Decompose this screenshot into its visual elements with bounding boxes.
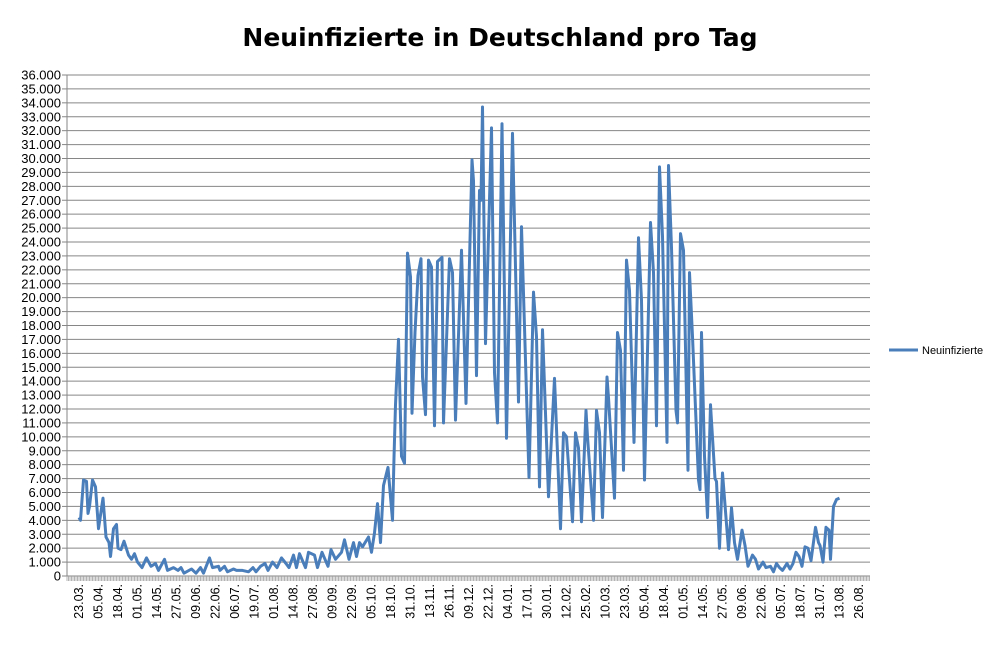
y-tick-label: 32.000 — [21, 123, 61, 138]
y-tick-label: 8.000 — [28, 457, 61, 472]
y-tick-label: 3.000 — [28, 527, 61, 542]
x-tick-label: 27.05. — [170, 584, 184, 619]
x-tick-label: 14.05. — [696, 584, 710, 619]
y-tick-label: 34.000 — [21, 95, 61, 110]
x-tick-label: 09.06. — [189, 584, 203, 619]
y-tick-label: 11.000 — [22, 415, 61, 430]
y-tick-label: 28.000 — [21, 179, 61, 194]
x-tick-label: 10.03. — [599, 584, 613, 619]
legend-label-neuinfizierte: Neuinfizierte — [922, 345, 983, 357]
x-tick-label: 18.04. — [657, 584, 671, 619]
y-tick-label: 33.000 — [21, 109, 61, 124]
x-tick-label: 05.07. — [774, 584, 788, 619]
y-tick-label: 16.000 — [21, 346, 61, 361]
y-tick-label: 10.000 — [21, 429, 61, 444]
y-tick-label: 23.000 — [21, 248, 61, 263]
y-tick-label: 0 — [54, 569, 61, 584]
x-tick-label: 22.12. — [482, 584, 496, 619]
x-axis: 23.03. 05.04. 18.04. 01.05. 14.05. 27.05. 09.0… — [66, 575, 870, 619]
x-tick-label: 31.10. — [404, 584, 418, 619]
y-tick-label: 9.000 — [28, 443, 61, 458]
y-tick-label: 27.000 — [21, 193, 61, 208]
x-tick-label: 12.02. — [560, 584, 574, 619]
x-tick-label: 17.01. — [521, 584, 535, 619]
y-tick-label: 31.000 — [21, 137, 61, 152]
x-tick-label: 01.05. — [677, 584, 691, 619]
x-tick-label: 30.01. — [540, 584, 554, 619]
y-axis: 01.0002.0003.0004.0005.0006.0007.0008.00… — [21, 68, 68, 584]
x-tick-label: 26.11. — [443, 584, 457, 618]
y-tick-label: 5.000 — [28, 499, 61, 514]
x-tick-label: 22.06. — [755, 584, 769, 619]
x-tick-label: 31.07. — [813, 584, 827, 619]
y-tick-label: 17.000 — [21, 332, 61, 347]
x-tick-label: 14.08. — [287, 584, 301, 619]
x-tick-label: 04.01. — [501, 584, 515, 619]
y-tick-label: 30.000 — [21, 151, 61, 166]
series-line-neuinfizierte — [77, 105, 841, 575]
y-tick-label: 29.000 — [21, 165, 61, 180]
x-tick-label: 06.07. — [228, 584, 242, 619]
x-tick-label: 18.10. — [384, 584, 398, 619]
y-tick-label: 25.000 — [21, 221, 61, 236]
x-tick-label: 25.02. — [579, 584, 593, 619]
x-tick-label: 01.08. — [267, 584, 281, 619]
x-tick-label: 27.05. — [716, 584, 730, 619]
x-tick-label: 01.05. — [131, 584, 145, 619]
y-tick-label: 35.000 — [21, 81, 61, 96]
x-tick-label: 09.12. — [462, 584, 476, 619]
y-tick-label: 2.000 — [28, 541, 61, 556]
y-tick-label: 4.000 — [28, 513, 61, 528]
y-tick-label: 36.000 — [21, 68, 61, 83]
x-tick-label: 19.07. — [248, 584, 262, 619]
y-tick-label: 14.000 — [21, 374, 61, 389]
x-tick-label: 09.06. — [735, 584, 749, 619]
y-tick-label: 24.000 — [21, 235, 61, 250]
y-tick-label: 13.000 — [21, 388, 61, 403]
y-tick-label: 26.000 — [21, 207, 61, 222]
y-tick-label: 6.000 — [28, 485, 61, 500]
y-tick-label: 20.000 — [21, 290, 61, 305]
y-tick-label: 15.000 — [21, 360, 61, 375]
x-tick-label: 18.07. — [794, 584, 808, 619]
x-tick-label: 27.08. — [306, 584, 320, 619]
y-tick-label: 22.000 — [21, 262, 61, 277]
x-tick-label: 05.04. — [92, 584, 106, 619]
y-tick-label: 1.000 — [28, 555, 61, 570]
x-tick-label: 13.08. — [833, 584, 847, 619]
y-tick-label: 12.000 — [21, 402, 61, 417]
chart-title: Neuinfizierte in Deutschland pro Tag — [242, 23, 757, 52]
x-tick-label: 09.09. — [326, 584, 340, 619]
y-tick-label: 7.000 — [28, 471, 61, 486]
y-tick-label: 21.000 — [21, 276, 61, 291]
x-tick-label: 14.05. — [150, 584, 164, 619]
x-tick-label: 23.03. — [72, 584, 86, 619]
x-tick-label: 26.08. — [852, 584, 866, 619]
x-tick-label: 05.10. — [365, 584, 379, 619]
x-tick-label: 22.06. — [209, 584, 223, 619]
y-tick-label: 19.000 — [21, 304, 61, 319]
x-tick-label: 23.03. — [618, 584, 632, 619]
series-layer — [77, 105, 841, 575]
x-tick-label: 05.04. — [638, 584, 652, 619]
x-tick-label: 22.09. — [345, 584, 359, 619]
y-tick-label: 18.000 — [21, 318, 61, 333]
legend: Neuinfizierte — [889, 345, 983, 357]
x-tick-label: 18.04. — [111, 584, 125, 619]
x-tick-label: 13.11. — [423, 584, 437, 618]
